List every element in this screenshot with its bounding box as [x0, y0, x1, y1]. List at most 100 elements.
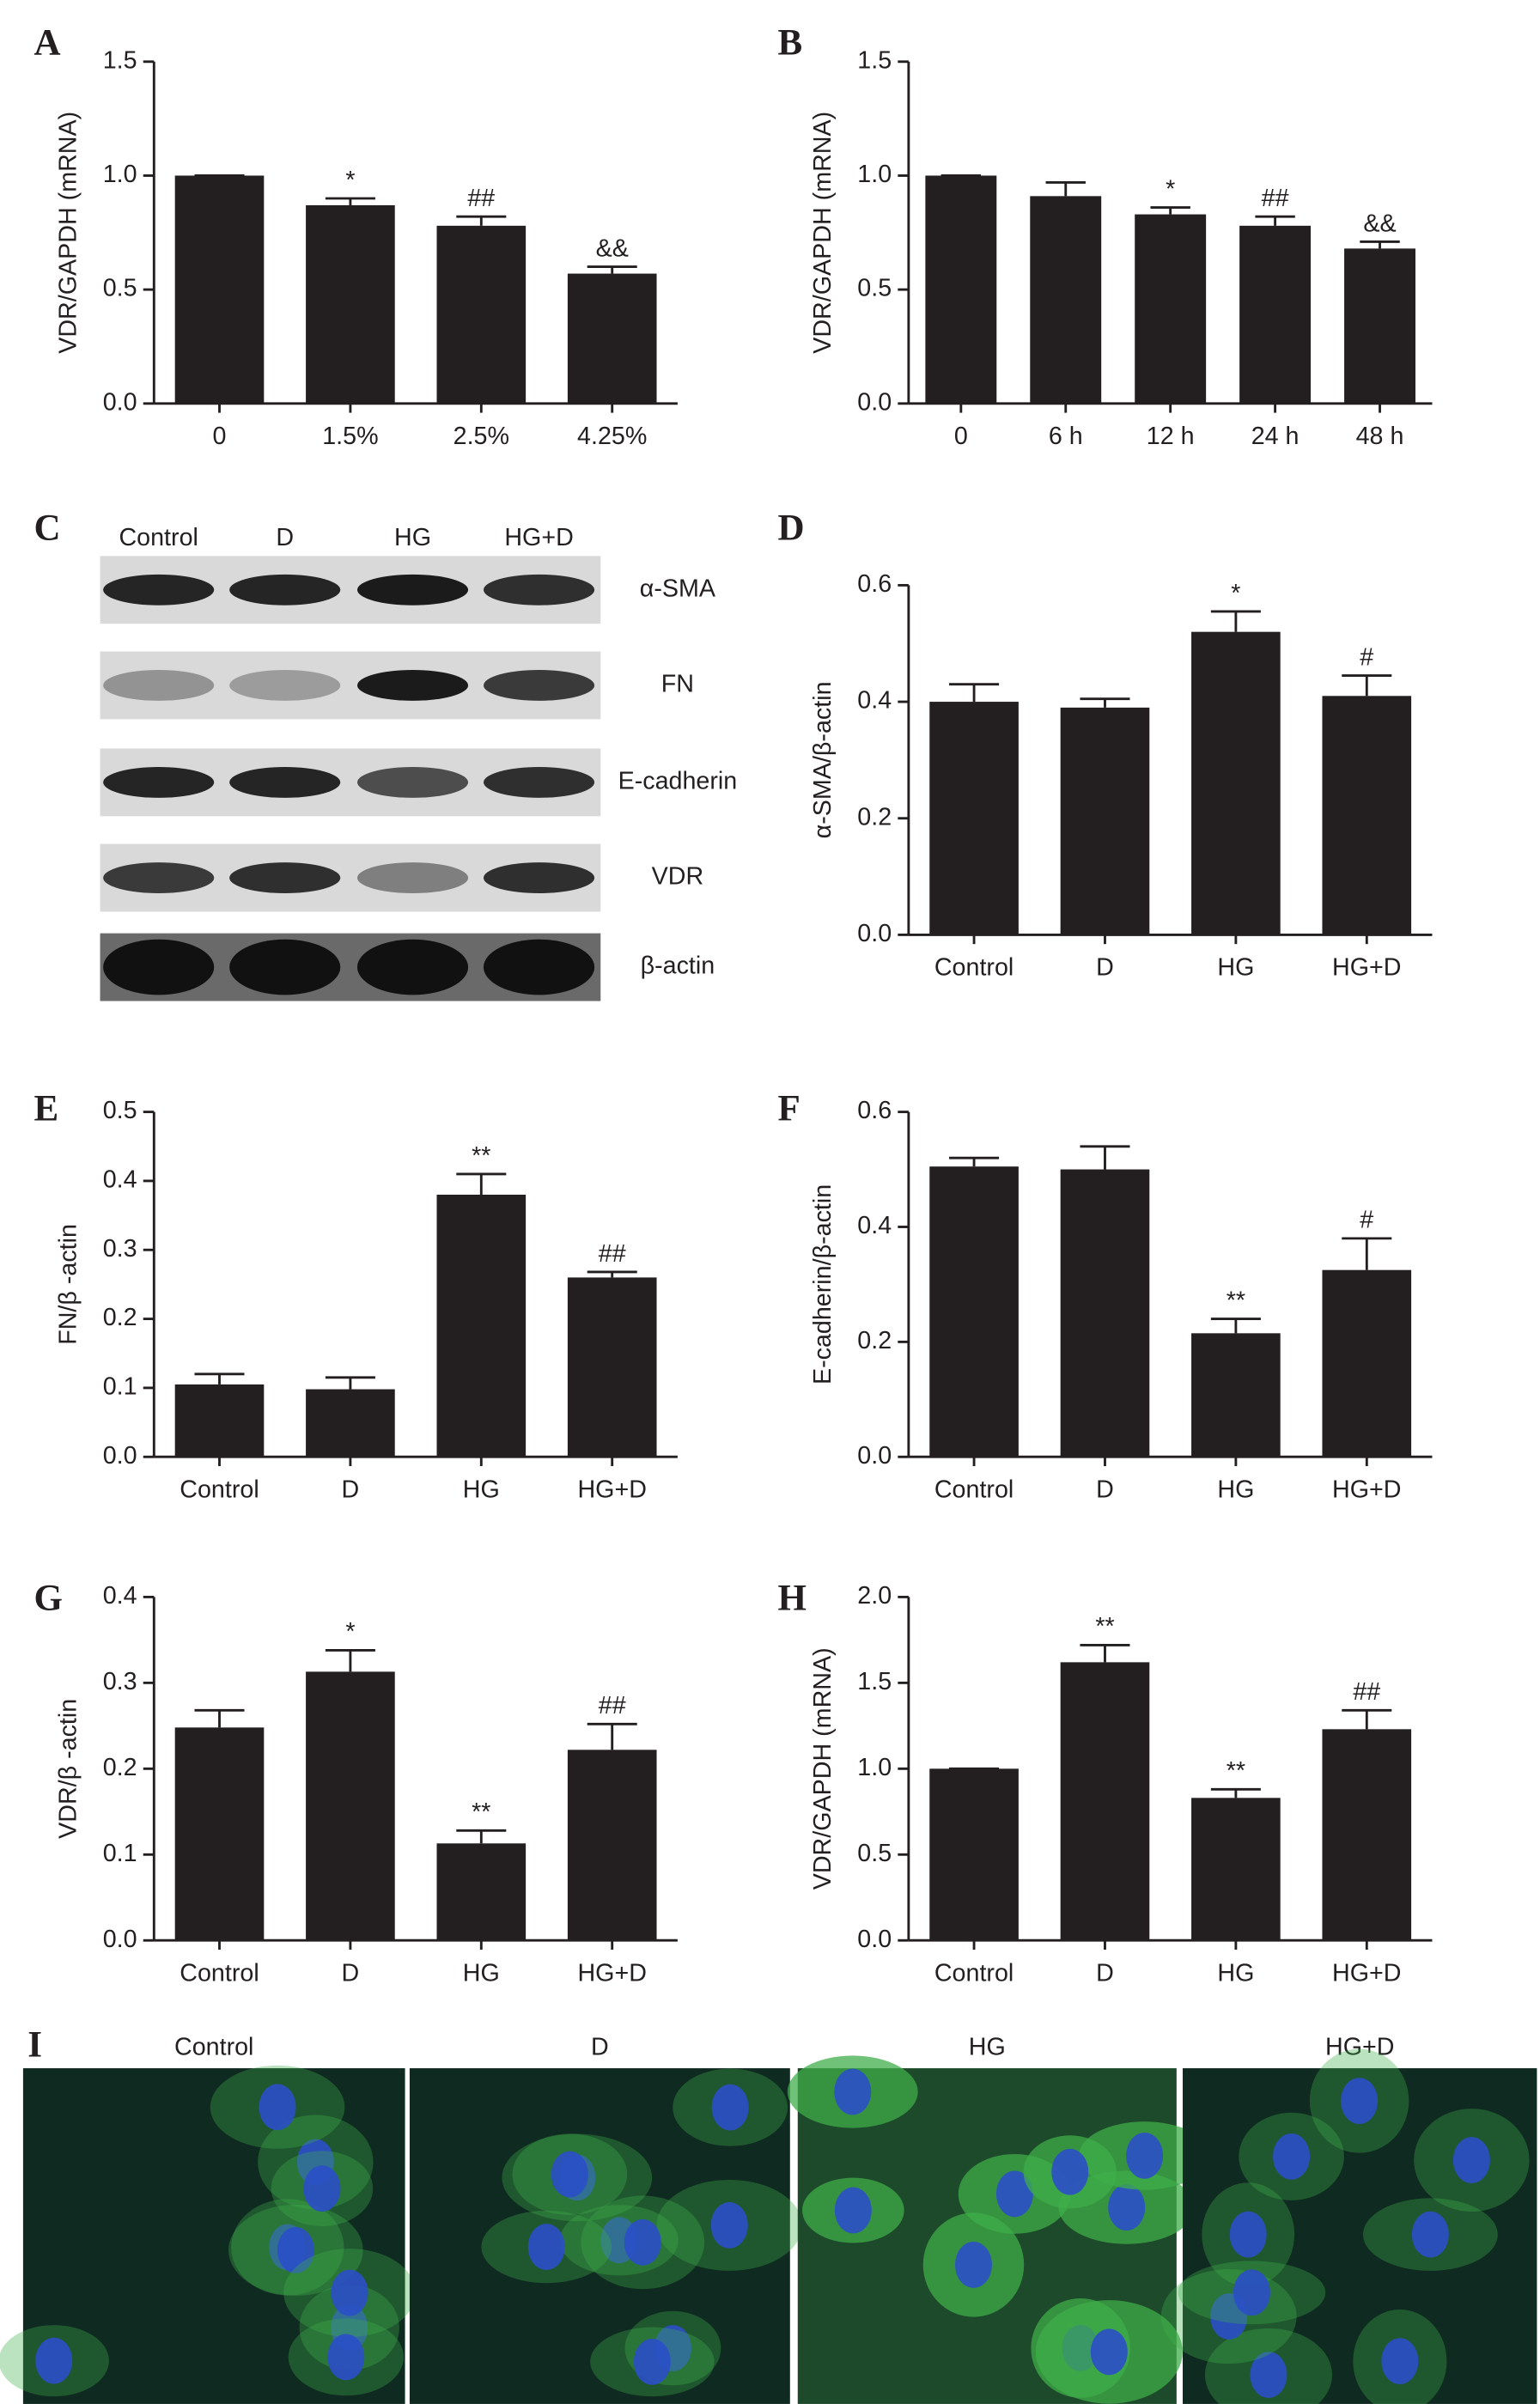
significance-label: ** — [1227, 1757, 1245, 1785]
lane-label: HG+D — [504, 524, 573, 551]
blot-band — [356, 670, 469, 701]
significance-label: ** — [1095, 1613, 1114, 1640]
nucleus — [551, 2151, 588, 2198]
nucleus — [277, 2226, 314, 2273]
y-tick-label: 0.5 — [103, 1097, 137, 1124]
y-tick-label: 1.5 — [103, 46, 137, 74]
blot-band — [229, 670, 341, 701]
significance-label: ** — [1227, 1287, 1245, 1314]
significance-label: ## — [599, 1692, 626, 1719]
x-tick-label: D — [1096, 1959, 1114, 1987]
bar — [1322, 1729, 1412, 1941]
y-tick-label: 0.0 — [103, 1442, 137, 1470]
y-tick-label: 0.2 — [857, 1327, 892, 1354]
y-tick-label: 1.5 — [857, 1668, 892, 1695]
y-tick-label: 0.4 — [857, 687, 892, 715]
panel-label: E — [33, 1088, 58, 1129]
x-tick-label: D — [342, 1476, 360, 1503]
bar — [1344, 248, 1415, 404]
image-label: Control — [174, 2033, 253, 2060]
y-tick-label: 0.2 — [857, 803, 892, 831]
y-tick-label: 0.0 — [857, 920, 892, 947]
lane-label: D — [276, 524, 294, 551]
x-tick-label: 0 — [954, 423, 968, 450]
bar — [174, 1727, 265, 1941]
bar — [1030, 196, 1102, 404]
nucleus — [303, 2165, 341, 2212]
blot-band — [484, 670, 595, 701]
x-tick-label: 1.5% — [322, 423, 378, 450]
y-tick-label: 0.4 — [103, 1166, 137, 1194]
significance-label: * — [1166, 175, 1175, 203]
significance-label: ## — [599, 1240, 626, 1268]
bar — [1060, 1169, 1150, 1458]
panel-label: G — [33, 1579, 62, 1619]
bar — [1191, 1333, 1281, 1458]
band-label: VDR — [652, 863, 704, 891]
blot-band — [356, 862, 469, 894]
bar — [1322, 696, 1412, 935]
y-tick-label: 0.6 — [857, 1097, 892, 1124]
y-axis-label: VDR/β -actin — [54, 1699, 82, 1839]
bar — [306, 1389, 395, 1458]
nucleus — [1411, 2211, 1449, 2258]
nucleus — [1090, 2328, 1128, 2376]
blot-band — [356, 574, 469, 606]
y-axis-label: VDR/GAPDH (mRNA) — [809, 112, 837, 354]
x-tick-label: HG — [463, 1959, 500, 1987]
panel-label: C — [33, 508, 60, 549]
panel-label: B — [777, 23, 802, 64]
x-tick-label: Control — [934, 1476, 1013, 1503]
nucleus — [527, 2224, 565, 2270]
bar — [929, 1166, 1019, 1458]
y-tick-label: 1.5 — [857, 46, 892, 74]
significance-label: && — [596, 234, 629, 262]
y-tick-label: 1.0 — [857, 161, 892, 188]
y-tick-label: 0.0 — [857, 1442, 892, 1470]
significance-label: * — [1231, 580, 1240, 607]
significance-label: ** — [472, 1798, 490, 1826]
nucleus — [710, 2202, 748, 2249]
bar — [306, 1671, 395, 1941]
lane-label: Control — [119, 524, 198, 551]
y-tick-label: 1.0 — [103, 161, 137, 188]
blot-band — [484, 574, 595, 606]
nucleus — [633, 2338, 671, 2385]
bar — [1239, 225, 1312, 404]
y-axis-label: VDR/GAPDH (mRNA) — [54, 112, 82, 354]
blot-band — [484, 939, 595, 995]
panel-label: D — [777, 508, 804, 549]
x-tick-label: HG+D — [1332, 1959, 1401, 1987]
x-tick-label: Control — [934, 1959, 1013, 1987]
bar — [306, 204, 395, 404]
significance-label: # — [1360, 1207, 1373, 1234]
panel-label: A — [33, 23, 60, 64]
x-tick-label: HG — [1217, 1476, 1254, 1503]
bar — [1322, 1269, 1412, 1458]
y-axis-label: FN/β -actin — [54, 1224, 82, 1345]
nucleus — [1381, 2338, 1419, 2384]
y-tick-label: 0.0 — [857, 388, 892, 416]
blot-band — [484, 766, 595, 798]
significance-label: ** — [472, 1142, 490, 1170]
bar — [925, 175, 997, 404]
x-tick-label: Control — [934, 953, 1013, 981]
bar — [567, 1750, 657, 1941]
y-axis-label: E-cadherin/β-actin — [809, 1184, 837, 1385]
image-label: HG+D — [1325, 2033, 1394, 2060]
blot-band — [103, 670, 215, 701]
blot-band — [103, 862, 215, 894]
y-tick-label: 0.6 — [857, 570, 892, 598]
y-tick-label: 0.4 — [857, 1212, 892, 1239]
x-tick-label: D — [1096, 1476, 1114, 1503]
blot-band — [229, 766, 341, 798]
blot-band — [356, 939, 469, 995]
nucleus — [995, 2170, 1033, 2218]
y-tick-label: 0.3 — [103, 1235, 137, 1263]
x-tick-label: HG — [1217, 1959, 1254, 1987]
nucleus — [35, 2337, 73, 2384]
blot-band — [356, 766, 469, 798]
y-tick-label: 0.4 — [103, 1582, 137, 1610]
nucleus — [1233, 2269, 1270, 2316]
x-tick-label: D — [342, 1959, 360, 1987]
